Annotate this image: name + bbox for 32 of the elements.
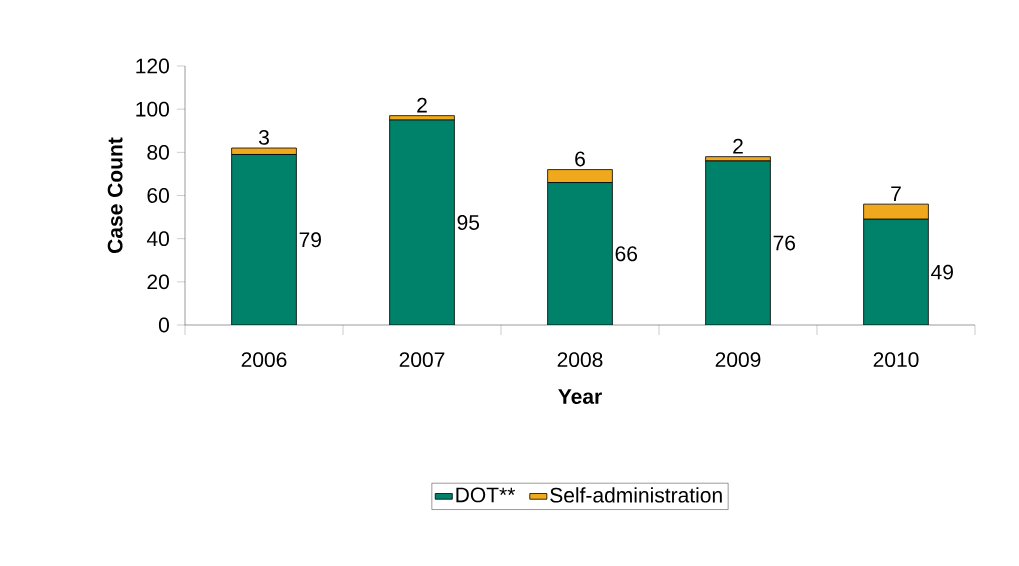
bar	[547, 182, 613, 325]
data-label: 2	[417, 97, 427, 113]
legend-label: Self-administration	[550, 487, 722, 503]
data-label: 6	[575, 151, 585, 167]
y-tick-label: 20	[147, 274, 169, 290]
bar	[389, 119, 455, 325]
y-tick-label: 40	[146, 231, 169, 247]
x-tick-label: 2006	[241, 352, 287, 368]
y-axis-title: Case Count	[107, 137, 123, 253]
x-tick-label: 2010	[873, 352, 919, 368]
data-label: 49	[931, 264, 953, 280]
bar	[863, 218, 929, 325]
data-label: 3	[258, 129, 269, 145]
x-tick-label: 2007	[399, 352, 445, 368]
y-tick-label: 80	[147, 144, 169, 160]
bar	[231, 154, 297, 325]
y-tick-label: 100	[136, 101, 169, 117]
y-tick-label: 0	[158, 317, 169, 333]
data-label: 2	[733, 138, 743, 154]
data-label: 79	[299, 232, 321, 248]
bar	[547, 169, 613, 183]
x-tick-label: 2009	[715, 352, 761, 368]
x-axis-title: Year	[558, 389, 602, 404]
y-tick-label: 60	[147, 188, 169, 203]
data-label: 95	[457, 215, 480, 230]
data-label: 76	[773, 235, 796, 251]
bar	[705, 160, 771, 325]
x-tick-label: 2008	[557, 352, 603, 368]
legend-label: DOT**	[456, 487, 516, 503]
y-tick-label: 120	[136, 58, 169, 74]
data-label: 66	[615, 246, 638, 262]
data-label: 7	[891, 186, 901, 201]
